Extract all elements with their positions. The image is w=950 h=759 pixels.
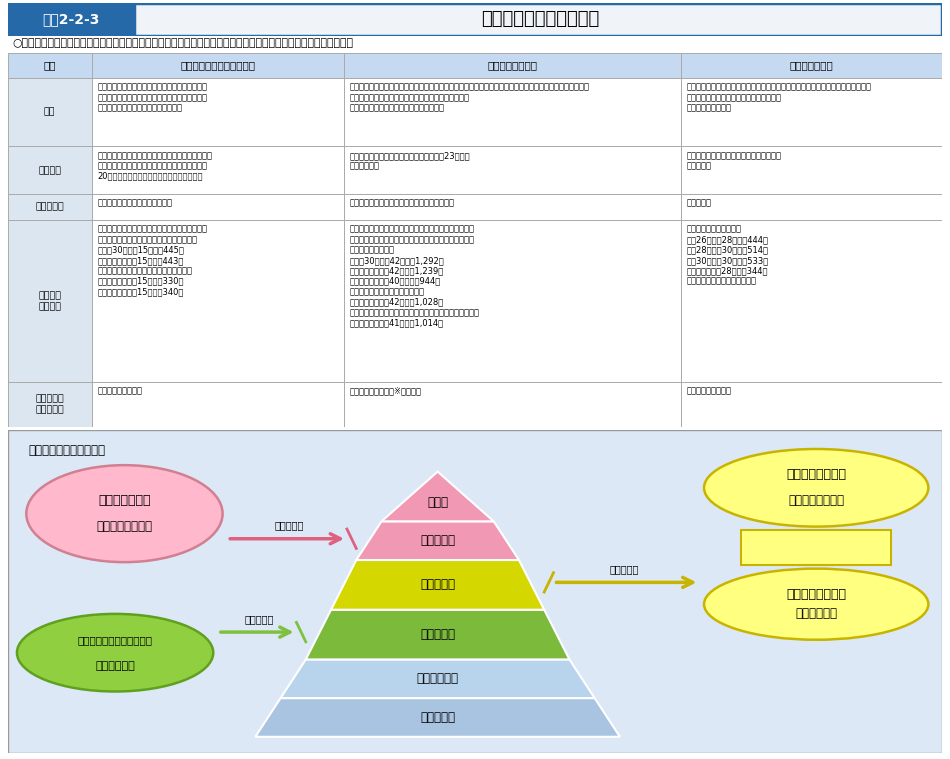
FancyBboxPatch shape [680,146,942,194]
Text: 技能グランプリ: 技能グランプリ [789,61,833,71]
Polygon shape [356,521,519,560]
Text: 旋盤、電子機器組立て、建築大工等の工業高校等
の学校等において技能習得中の者が多い職種
　平成30年度：15職種　445名
　令和　元年度：15職種　443名
: 旋盤、電子機器組立て、建築大工等の工業高校等 の学校等において技能習得中の者が多… [97,225,207,296]
Text: 技能グランプリ: 技能グランプリ [98,494,151,507]
Text: 技能五輪全国大会: 技能五輪全国大会 [487,61,538,71]
Ellipse shape [704,449,928,527]
Text: 基礎級技能者: 基礎級技能者 [417,672,459,685]
Text: 直近の開催
（予定）地: 直近の開催 （予定）地 [35,395,64,414]
FancyBboxPatch shape [8,220,92,383]
FancyBboxPatch shape [8,3,942,36]
Text: 令和５年度：静岡県: 令和５年度：静岡県 [97,386,142,395]
Text: 技能五輪全国大会: 技能五輪全国大会 [787,588,846,601]
Text: （毎年開催）: （毎年開催） [795,607,837,620]
Text: 初級レベル（技能検定３級程度）: 初級レベル（技能検定３級程度） [97,199,172,208]
Polygon shape [382,471,494,521]
Text: 技能五輪国際大会で実施されている職種、国内の青年技
能者の技能水準の向上と技能尊重気運の醸成に資するも
のと認められる職種
　平成30年度：42職種　1,292: 技能五輪国際大会で実施されている職種、国内の青年技 能者の技能水準の向上と技能尊… [350,225,480,327]
Text: 競技職種
参加者数: 競技職種 参加者数 [38,291,61,311]
FancyBboxPatch shape [8,383,92,427]
Text: 優秀技能者: 優秀技能者 [275,521,304,531]
Polygon shape [331,560,544,609]
FancyBboxPatch shape [344,146,680,194]
Text: 項目: 項目 [44,61,56,71]
FancyBboxPatch shape [680,53,942,78]
FancyBboxPatch shape [8,53,92,78]
Text: 技能を習得中の若年者に目標を付与し、技能を向
上させることにより、若者の就業促進を図り、併
せて若年技能者の裾野の拡大を図る。: 技能を習得中の若年者に目標を付与し、技能を向 上させることにより、若者の就業促進… [97,83,207,112]
Text: ○若者の就業意欲の喚起や円滑な技能継承に資するため、技能五輪全国大会をはじめとする各種技能競技大会を推進: ○若者の就業意欲の喚起や円滑な技能継承に資するため、技能五輪全国大会をはじめとす… [12,38,353,48]
FancyBboxPatch shape [344,53,680,78]
Text: 若年者ものづくり競技大会: 若年者ものづくり競技大会 [78,635,153,644]
Text: ３級技能者: ３級技能者 [420,628,455,641]
Text: 一般技能者: 一般技能者 [420,711,455,724]
Text: 上級から中級レベル（技能検定２級相当以上）: 上級から中級レベル（技能検定２級相当以上） [350,199,455,208]
FancyBboxPatch shape [92,383,344,427]
FancyBboxPatch shape [680,78,942,146]
Text: 図表2-2-3: 図表2-2-3 [43,12,100,26]
Polygon shape [256,698,620,737]
Text: 職業能力開発施設、認定職業訓練施設、工業高校、
工業高等専門学校等において技能を習得中の原則
20歳以下の者で、企業等に就職していない者: 職業能力開発施設、認定職業訓練施設、工業高校、 工業高等専門学校等において技能を… [97,151,213,181]
FancyBboxPatch shape [344,220,680,383]
Text: １級技能者: １級技能者 [420,534,455,547]
FancyBboxPatch shape [8,194,92,220]
Text: 青年技能者がその技能レベルの日本一を競うことにより、国内の青年技能者の水準向上を図り、併せて技能
尊重気運の醸成を図る（技能五輪国際大会の前年度大
会は翌年度の: 青年技能者がその技能レベルの日本一を競うことにより、国内の青年技能者の水準向上を… [350,83,590,112]
FancyBboxPatch shape [344,194,680,220]
Ellipse shape [704,568,928,640]
Text: （２年１回開催）: （２年１回開催） [788,494,845,507]
FancyBboxPatch shape [344,383,680,427]
FancyBboxPatch shape [92,146,344,194]
FancyBboxPatch shape [8,78,92,146]
FancyBboxPatch shape [92,53,344,78]
FancyBboxPatch shape [8,430,942,753]
Text: 建築大工、和裁等の職種
平成26年度：28職種　444名
平成28年度：30職種　514名
平成30年度：30職種　533名
令和　２年度：28職種　344名
: 建築大工、和裁等の職種 平成26年度：28職種 444名 平成28年度：30職種… [686,225,769,286]
FancyBboxPatch shape [741,530,891,565]
FancyBboxPatch shape [680,220,942,383]
Ellipse shape [17,614,213,691]
FancyBboxPatch shape [680,383,942,427]
Text: ２級技能者: ２級技能者 [420,578,455,591]
Text: 金メダル: 金メダル [801,541,831,554]
Text: 若年者ものづくり競技大会: 若年者ものづくり競技大会 [180,61,256,71]
Text: 令和５年度：福岡県: 令和５年度：福岡県 [686,386,732,395]
Ellipse shape [27,465,222,562]
Text: 各種技能競技大会の概要: 各種技能競技大会の概要 [482,10,599,28]
Text: （毎年開催）: （毎年開催） [95,660,135,671]
FancyBboxPatch shape [8,146,92,194]
Text: 目的: 目的 [44,108,55,117]
FancyBboxPatch shape [92,220,344,383]
Text: （２年１回開催）: （２年１回開催） [97,520,152,533]
Text: 〈技能レベルの相関図〉: 〈技能レベルの相関図〉 [28,444,105,457]
Text: 技能検定２級相当以上の技能を有する原則23歳以下
の青年技能者: 技能検定２級相当以上の技能を有する原則23歳以下 の青年技能者 [350,151,470,170]
FancyBboxPatch shape [92,78,344,146]
FancyBboxPatch shape [344,78,680,146]
Text: 優秀技能者: 優秀技能者 [245,614,275,624]
FancyBboxPatch shape [8,3,134,36]
Text: 優秀技能者: 優秀技能者 [609,564,638,575]
Text: 上級レベル: 上級レベル [686,199,712,208]
Text: 令和５年度：愛知県※中央開催: 令和５年度：愛知県※中央開催 [350,386,422,395]
FancyBboxPatch shape [680,194,942,220]
Text: 出場資格: 出場資格 [38,166,61,175]
Polygon shape [280,660,595,698]
Text: 特　級: 特 級 [428,496,448,509]
Text: 競技レベル: 競技レベル [35,203,64,212]
Polygon shape [306,609,569,660]
Text: 技能士の技能の一層の向上を図るとともに、その熟練した技能を広く国民に披露す
ることにより、その地位の向上と技能尊重
気運の醸成を図る。: 技能士の技能の一層の向上を図るとともに、その熟練した技能を広く国民に披露す るこ… [686,83,871,112]
FancyBboxPatch shape [92,194,344,220]
Text: 特級、１級及び単一等級の技能検定に合格
した技能士: 特級、１級及び単一等級の技能検定に合格 した技能士 [686,151,781,170]
Text: 技能五輪国際大会: 技能五輪国際大会 [787,468,846,481]
